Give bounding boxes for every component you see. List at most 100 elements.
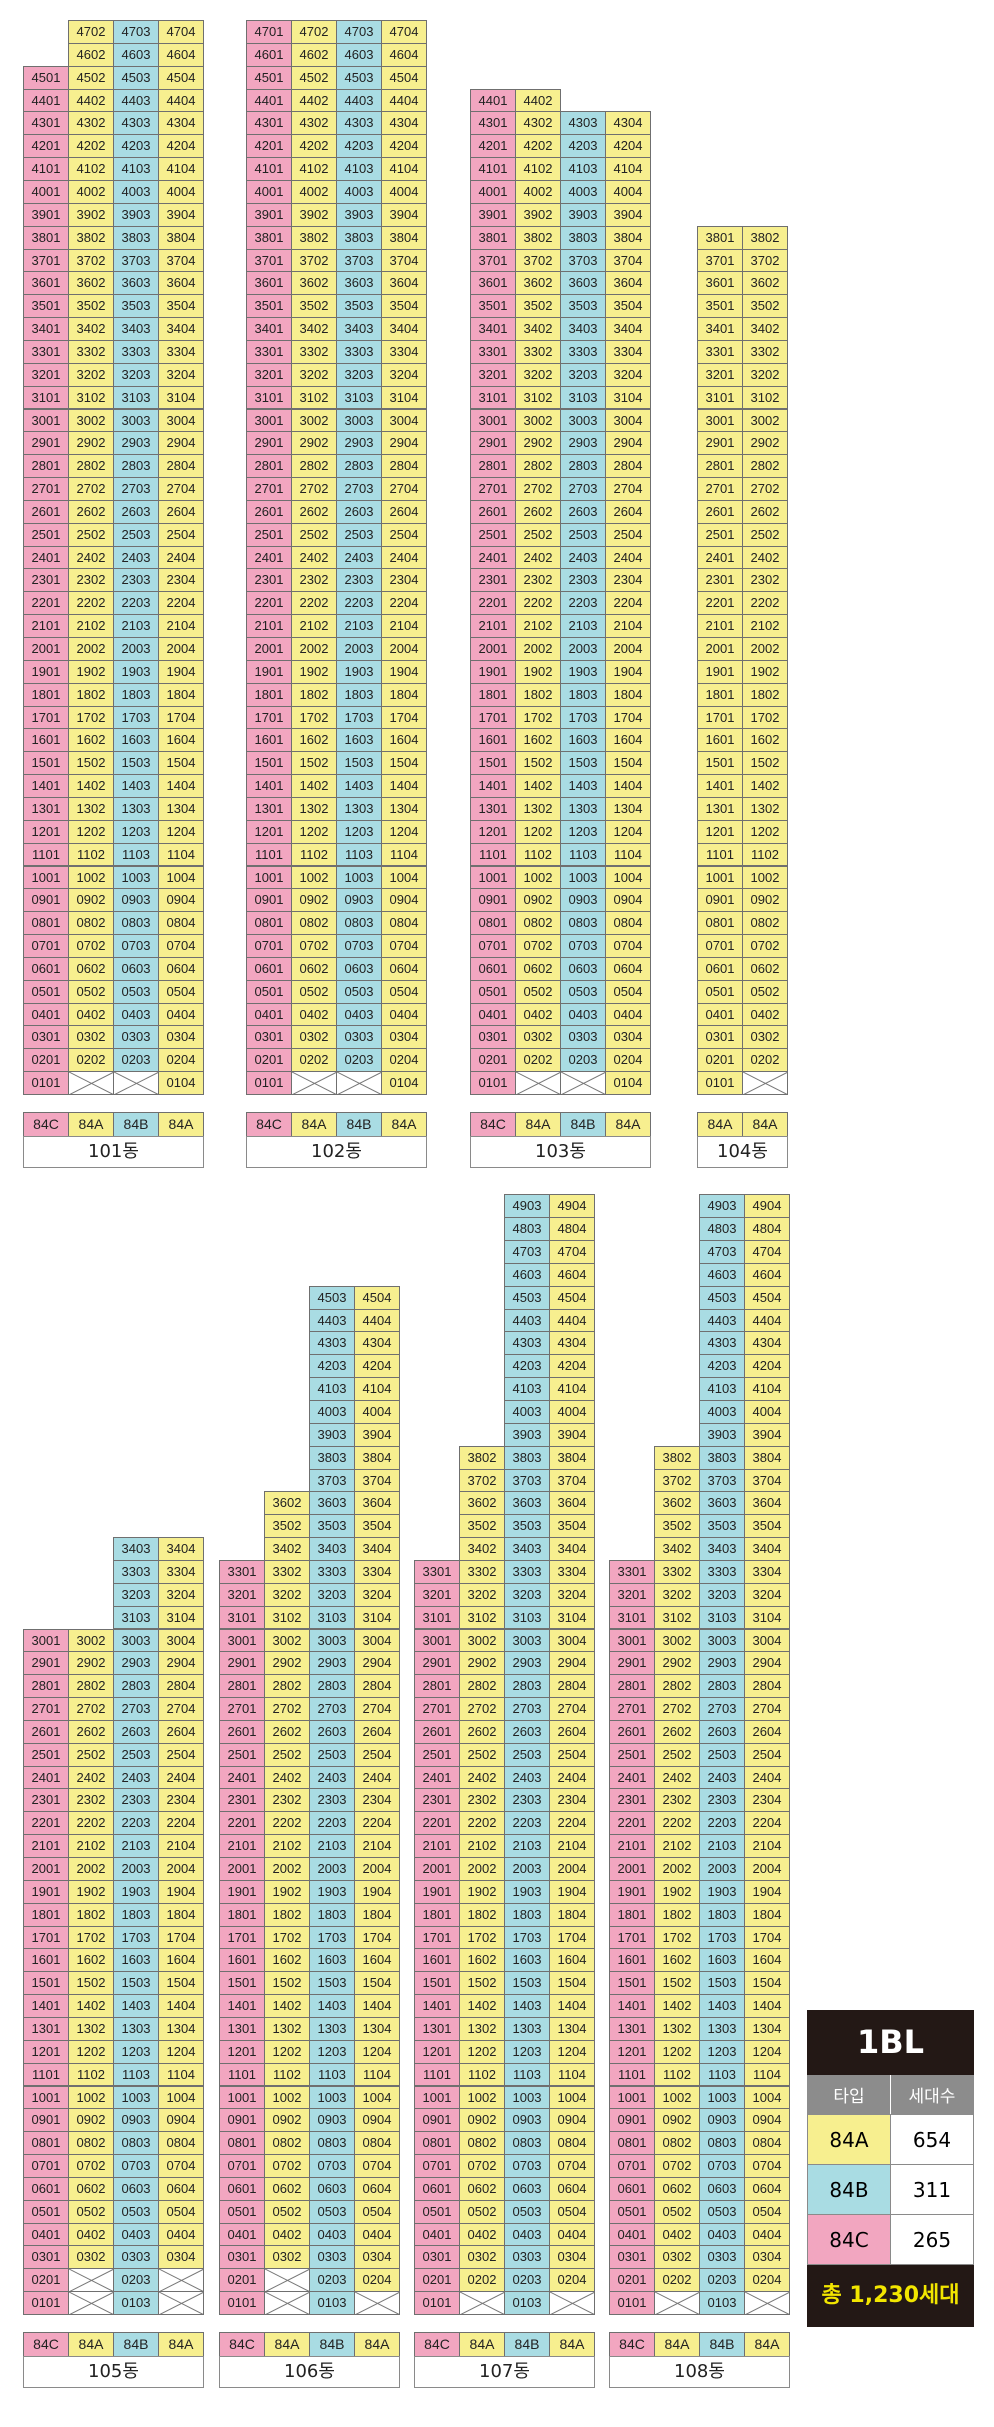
unit-cell: 4903: [504, 1194, 550, 1219]
unit-cell: 2301: [23, 568, 69, 593]
unit-cell: 0402: [742, 1002, 788, 1027]
unit-cell: 1204: [605, 819, 651, 844]
unit-cell: 2504: [158, 1742, 204, 1767]
unit-cell: 2802: [68, 1674, 114, 1699]
unit-cell: 1904: [158, 1879, 204, 1904]
unit-cell: 1504: [158, 751, 204, 776]
unit-cell: 0904: [381, 888, 427, 913]
unit-cell: 3603: [560, 271, 606, 296]
unit-cell: 0901: [219, 2108, 265, 2133]
unit-cell: 0903: [699, 2108, 745, 2133]
unit-cell: 0304: [744, 2245, 790, 2270]
unit-cell: 2502: [515, 522, 561, 547]
unit-cell: 0301: [470, 1025, 516, 1050]
unit-cell: 2303: [699, 1788, 745, 1813]
unit-cell: 3304: [605, 339, 651, 364]
unit-cell: 3001: [219, 1628, 265, 1653]
type-legend-cell: 84A: [742, 1112, 788, 1137]
unit-cell: 1502: [459, 1971, 505, 1996]
unit-cell: 2002: [68, 637, 114, 661]
unit-cell: 1402: [459, 1994, 505, 2018]
unit-cell: 2504: [381, 522, 427, 547]
unit-cell: 3301: [609, 1559, 655, 1584]
unit-cell: 3202: [459, 1582, 505, 1607]
unit-cell: 0204: [354, 2268, 400, 2293]
unit-cell: 2001: [470, 637, 516, 661]
unit-cell: 3102: [68, 385, 114, 410]
unit-cell: 1602: [291, 728, 337, 753]
unit-cell: 2502: [742, 522, 788, 547]
unit-cell: 3003: [113, 1628, 159, 1653]
summary-title: 1BL: [807, 2010, 974, 2075]
unit-cell: 3403: [560, 317, 606, 341]
unit-cell: 0101: [414, 2291, 460, 2315]
unit-cell: 0203: [309, 2268, 355, 2293]
unit-cell: 2403: [504, 1765, 550, 1790]
unit-cell: 0804: [354, 2131, 400, 2156]
unit-cell: 4204: [549, 1354, 595, 1379]
unit-cell: 0503: [504, 2199, 550, 2224]
unit-cell: 2804: [158, 1674, 204, 1699]
unit-cell: 1202: [459, 2039, 505, 2064]
unit-cell: 2704: [158, 1697, 204, 1721]
type-legend-cell: 84A: [158, 1112, 204, 1137]
unit-cell: 1501: [219, 1971, 265, 1996]
unit-cell: 2204: [605, 591, 651, 616]
type-legend-cell: 84C: [246, 1112, 292, 1137]
unit-cell: 2801: [23, 1674, 69, 1699]
unit-cell: 2904: [549, 1651, 595, 1676]
unit-cell: 3902: [515, 202, 561, 227]
unit-cell: 3802: [654, 1445, 700, 1470]
unit-cell: 3004: [354, 1628, 400, 1653]
unit-cell: 2203: [113, 1811, 159, 1836]
unit-cell: 1303: [699, 2016, 745, 2041]
unit-cell: 2003: [336, 637, 382, 661]
unit-cell: 2903: [113, 431, 159, 456]
unit-cell: 3001: [609, 1628, 655, 1653]
unit-cell: 1202: [742, 819, 788, 844]
unit-cell: 2704: [549, 1697, 595, 1721]
unit-cell: 4004: [158, 180, 204, 204]
unit-cell: 3502: [459, 1514, 505, 1539]
unit-cell: 0902: [264, 2108, 310, 2133]
unit-cell: 2902: [68, 1651, 114, 1676]
unit-cell: 1103: [336, 842, 382, 867]
unit-cell: 0703: [309, 2154, 355, 2178]
unit-cell: 2401: [246, 545, 292, 570]
unit-cell: 1403: [309, 1994, 355, 2018]
unit-cell: 0504: [549, 2199, 595, 2224]
unit-cell: 0904: [158, 888, 204, 913]
unit-cell: 3703: [699, 1468, 745, 1493]
unit-cell: 1101: [697, 842, 743, 867]
type-legend-cell: 84A: [68, 2332, 114, 2357]
unit-cell: 1203: [113, 2039, 159, 2064]
unit-cell: 1904: [744, 1879, 790, 1904]
unit-cell: 2201: [23, 1811, 69, 1836]
unit-cell: 0202: [459, 2268, 505, 2293]
unit-cell: 2901: [470, 431, 516, 456]
unit-cell: 3302: [459, 1559, 505, 1584]
unit-cell: 4101: [246, 157, 292, 181]
unit-cell: 3404: [158, 317, 204, 341]
unit-cell: 4102: [68, 157, 114, 181]
unit-cell: 3203: [113, 362, 159, 387]
unit-cell: 1401: [219, 1994, 265, 2018]
unit-cell: 4203: [699, 1354, 745, 1379]
unit-cell: 0604: [744, 2176, 790, 2201]
unit-cell: 0101: [697, 1071, 743, 1095]
unit-cell: 2903: [504, 1651, 550, 1676]
unit-cell: 3604: [381, 271, 427, 296]
unit-cell: 0501: [697, 979, 743, 1004]
unit-cell: 1103: [113, 2062, 159, 2087]
unit-cell: 2402: [742, 545, 788, 570]
unit-cell: 2103: [560, 614, 606, 638]
unit-cell: 1003: [699, 2085, 745, 2110]
unit-cell: 2804: [549, 1674, 595, 1699]
unit-cell: 3802: [515, 225, 561, 250]
unit-cell: 0404: [158, 1002, 204, 1027]
unit-cell: 3903: [336, 202, 382, 227]
unit-cell: 1403: [113, 1994, 159, 2018]
unit-cell: 2803: [504, 1674, 550, 1699]
unit-cell: 4402: [291, 88, 337, 113]
unit-cell: 2803: [336, 454, 382, 479]
